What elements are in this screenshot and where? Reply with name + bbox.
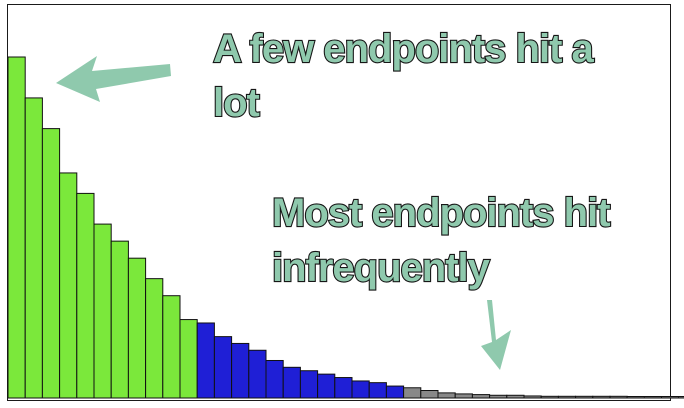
bar-12 (196, 322, 215, 399)
bar-6 (93, 223, 112, 399)
annotation-frequent-line-2: lot (213, 81, 260, 125)
bar-8 (127, 257, 147, 399)
bar-35 (592, 395, 611, 399)
bar-1 (7, 56, 26, 399)
bar-29 (489, 394, 508, 399)
bar-13 (213, 336, 233, 399)
bar-17 (282, 366, 301, 399)
left-arrow-head (56, 56, 171, 102)
bar-23 (385, 385, 405, 399)
bar-30 (506, 394, 525, 399)
bar-33 (557, 395, 577, 399)
bar-36 (609, 395, 628, 399)
bar-9 (145, 278, 164, 399)
bar-2 (24, 97, 43, 399)
bar-20 (334, 377, 353, 399)
bar-27 (454, 393, 473, 399)
bar-7 (110, 240, 129, 399)
annotation-frequent-line-1: A few endpoints hit a (213, 27, 594, 71)
bar-22 (368, 382, 387, 399)
bar-11 (179, 319, 198, 399)
bar-4 (59, 172, 78, 399)
bar-37 (626, 396, 645, 399)
bar-26 (437, 392, 456, 399)
bar-24 (403, 387, 422, 399)
down-arrow-head (481, 300, 511, 370)
bar-25 (420, 390, 439, 399)
bar-18 (299, 370, 319, 399)
bar-14 (231, 342, 250, 399)
bars-group (7, 56, 684, 399)
left-arrow (56, 56, 171, 102)
annotation-infrequent-line-1: Most endpoints hit (272, 191, 610, 235)
bar-16 (265, 359, 284, 399)
bar-31 (523, 395, 542, 399)
bar-15 (248, 349, 267, 399)
bar-40 (678, 396, 684, 399)
bar-39 (661, 396, 680, 399)
down-arrow (481, 300, 511, 370)
bar-10 (162, 295, 181, 399)
bar-28 (471, 394, 491, 399)
bar-5 (76, 192, 95, 399)
bar-34 (575, 395, 594, 399)
bar-3 (41, 128, 61, 399)
bar-19 (317, 373, 336, 399)
bar-32 (540, 395, 559, 399)
bar-38 (643, 396, 663, 399)
annotation-infrequent-line-2: infrequently (272, 246, 491, 290)
bar-21 (351, 380, 370, 399)
